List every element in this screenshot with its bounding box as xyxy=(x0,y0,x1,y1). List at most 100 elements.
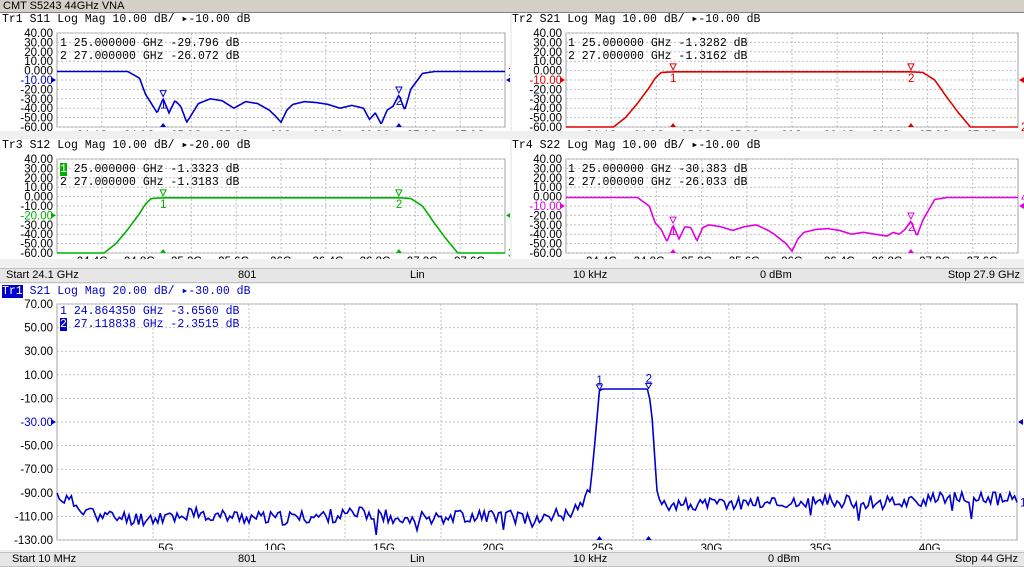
window-title: CMT S5243 44GHz VNA xyxy=(0,0,1024,13)
marker-axis-indicator xyxy=(395,249,402,253)
if-bandwidth[interactable]: 10 kHz xyxy=(573,553,608,565)
trace-panel-bottom[interactable]: 70.00 50.00 30.00 10.00 -10.00 -30.00 -50.00 -7… xyxy=(0,284,1024,550)
sweep-points[interactable]: 801 xyxy=(238,269,257,281)
trace-line xyxy=(57,196,505,254)
stop-frequency[interactable]: Stop 44 GHz xyxy=(955,553,1018,565)
marker-axis-indicator xyxy=(160,123,167,127)
x-tick-label: 26.4G xyxy=(312,256,343,259)
active-trace-badge[interactable]: Tr1 xyxy=(2,285,23,298)
source-power[interactable]: 0 dBm xyxy=(760,269,792,281)
trace-line xyxy=(57,70,505,125)
start-frequency[interactable]: Start 24.1 GHz xyxy=(6,269,79,281)
y-tick-label: 50.00 xyxy=(24,323,53,335)
marker-axis-indicator xyxy=(395,123,402,127)
y-tick-label: -20.00 xyxy=(529,84,562,96)
sweep-points[interactable]: 801 xyxy=(238,553,257,565)
y-tick-label: -70.00 xyxy=(20,464,53,476)
y-tick-label: 40.00 xyxy=(533,154,562,166)
marker-readout-2-bottom: 2 27.118838 GHz -2.3515 dB xyxy=(60,318,240,331)
y-tick-label: -10.00 xyxy=(20,75,53,87)
if-bandwidth[interactable]: 10 kHz xyxy=(573,269,608,281)
trace-header-tr2[interactable]: Tr2 S21 Log Mag 10.00 dB/ ▸-10.00 dB xyxy=(512,13,761,26)
marker-triangle xyxy=(644,382,653,390)
trace-panel-tr4[interactable]: 40.00 30.00 20.00 10.00 0.000 -10.00 -20.00 -30… xyxy=(512,139,1024,259)
trace-end-label: 1 xyxy=(1020,497,1024,509)
x-tick-label: 25.6G xyxy=(729,130,760,131)
x-tick-label: 25G xyxy=(591,543,613,550)
y-tick-label: -50.00 xyxy=(529,113,562,125)
reference-level-arrow xyxy=(560,203,565,209)
y-tick-label: -10.00 xyxy=(20,201,53,213)
y-tick-label: -40.00 xyxy=(529,229,562,241)
stop-frequency[interactable]: Stop 27.9 GHz xyxy=(947,269,1020,281)
marker-axis-indicator xyxy=(160,249,167,253)
s12-plot[interactable]: 40.0030.0020.0010.000.000-10.00-20.00-30… xyxy=(0,139,510,259)
reference-level-arrow xyxy=(51,419,56,425)
marker-readout-1-tr4: 1 25.000000 GHz -30.383 dB xyxy=(568,163,748,176)
marker-readout-1-tr2: 1 25.000000 GHz -1.3282 dB xyxy=(568,37,748,50)
marker-number: 1 xyxy=(670,73,676,85)
x-tick-label: 25.2G xyxy=(171,130,202,131)
source-power[interactable]: 0 dBm xyxy=(768,553,800,565)
y-tick-label: -60.00 xyxy=(20,122,53,131)
marker-axis-indicator xyxy=(645,536,652,540)
y-tick-label: 10.00 xyxy=(533,182,562,194)
trace-header-bottom[interactable]: Tr1 S21 Log Mag 20.00 dB/ ▸-30.00 dB xyxy=(2,285,250,298)
marker-triangle xyxy=(395,189,403,197)
y-tick-label: 0.000 xyxy=(533,66,562,78)
y-tick-label: -90.00 xyxy=(20,488,53,500)
marker-triangle xyxy=(669,63,677,71)
x-tick-label: 24.4G xyxy=(77,256,108,259)
x-tick-label: 40G xyxy=(919,543,941,550)
trace-header-tr4[interactable]: Tr4 S22 Log Mag 10.00 dB/ ▸-10.00 dB xyxy=(512,139,761,152)
reference-level-arrow xyxy=(51,212,56,219)
x-tick-label: 27.2G xyxy=(919,256,950,259)
x-tick-label: 25.6G xyxy=(218,256,249,259)
x-tick-label: 26G xyxy=(270,256,292,259)
marker-triangle xyxy=(907,63,915,71)
x-tick-label: 24.4G xyxy=(586,130,617,131)
reference-level-arrow-right xyxy=(506,77,510,83)
s11-plot[interactable]: 40.0030.0020.0010.000.000-10.00-20.00-30… xyxy=(0,13,510,131)
marker-readout-1-tr3: 1 25.000000 GHz -1.3323 dB xyxy=(60,163,240,176)
reference-level-arrow-right xyxy=(506,213,510,218)
x-tick-label: 25.2G xyxy=(171,256,202,259)
reference-level-arrow xyxy=(51,77,56,83)
s22-plot[interactable]: 40.0030.0020.0010.000.000-10.00-20.00-30… xyxy=(512,139,1024,259)
x-tick-label: 25.2G xyxy=(681,256,712,259)
x-tick-label: 26.4G xyxy=(824,256,855,259)
marker-number: 2 xyxy=(908,222,914,234)
s21-plot[interactable]: 40.0030.0020.0010.000.000-10.00-20.00-30… xyxy=(512,13,1024,131)
trace-header-tr3[interactable]: Tr3 S12 Log Mag 10.00 dB/ ▸-20.00 dB xyxy=(2,139,251,152)
y-tick-label: 0.000 xyxy=(24,66,53,78)
y-tick-label: -20.00 xyxy=(20,210,53,222)
y-tick-label: -20.00 xyxy=(20,84,53,96)
trace-panel-tr1[interactable]: 40.00 30.00 20.00 10.00 0.000 -10.00 -20.00 -30… xyxy=(0,13,510,131)
y-tick-label: -50.00 xyxy=(20,441,53,453)
marker-1-text: 25.000000 GHz -1.3323 dB xyxy=(66,163,240,176)
trace-panel-tr3[interactable]: 40.00 30.00 20.00 10.00 0.000 -10.00 -20.00 -30… xyxy=(0,139,510,259)
marker-readout-2-tr2: 2 27.000000 GHz -1.3162 dB xyxy=(568,50,748,63)
sweep-type[interactable]: Lin xyxy=(410,553,425,565)
trace-line xyxy=(56,388,1018,536)
marker-triangle xyxy=(395,86,403,95)
marker-triangle xyxy=(907,212,915,221)
reference-level-arrow-right xyxy=(1019,77,1024,83)
start-frequency[interactable]: Start 10 MHz xyxy=(12,553,77,565)
trace-panel-tr2[interactable]: 40.00 30.00 20.00 10.00 0.000 -10.00 -20.00 -30… xyxy=(512,13,1024,131)
y-tick-label: -50.00 xyxy=(20,239,53,251)
trace-header-tr1[interactable]: Tr1 S11 Log Mag 10.00 dB/ ▸-10.00 dB xyxy=(2,13,251,26)
wideband-s21-plot[interactable]: 70.00 50.00 30.00 10.00 -10.00 -30.00 -50.00 -7… xyxy=(0,284,1024,550)
active-marker-badge: 1 xyxy=(60,163,67,176)
x-tick-label: 24.8G xyxy=(634,130,665,131)
y-tick-label: 0.000 xyxy=(533,192,562,204)
x-tick-label: 25.2G xyxy=(681,130,712,131)
trace-line xyxy=(566,70,1018,128)
x-tick-label: 24.4G xyxy=(586,256,617,259)
x-tick-label: 26.8G xyxy=(360,256,391,259)
sweep-type[interactable]: Lin xyxy=(410,269,425,281)
y-tick-label: -60.00 xyxy=(20,248,53,259)
marker-2-text: 27.118838 GHz -2.3515 dB xyxy=(73,318,240,331)
y-tick-label: -10.00 xyxy=(20,393,53,405)
marker-number: 1 xyxy=(670,226,676,238)
